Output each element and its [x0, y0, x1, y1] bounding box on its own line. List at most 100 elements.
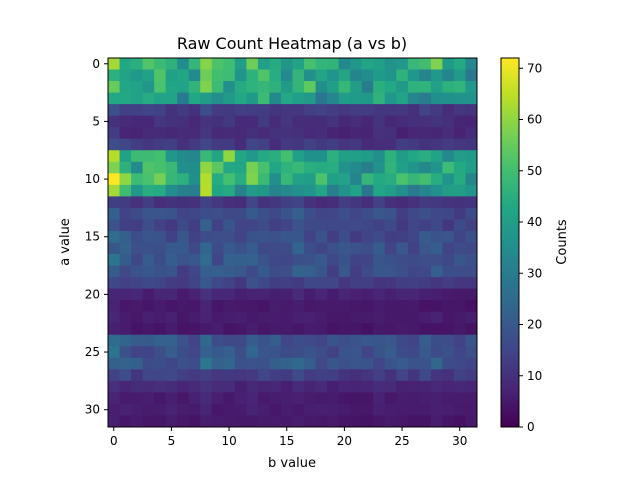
heatmap-cell: [119, 288, 132, 301]
heatmap-cell: [465, 265, 478, 278]
x-axis-label: b value: [268, 456, 316, 471]
heatmap-cell: [211, 207, 224, 220]
heatmap-cell: [430, 277, 443, 290]
heatmap-cell: [223, 392, 236, 405]
heatmap-cell: [430, 184, 443, 197]
heatmap-cell: [407, 242, 420, 255]
heatmap-cell: [396, 288, 409, 301]
heatmap-cell: [223, 173, 236, 186]
heatmap-cell: [257, 334, 270, 347]
heatmap-cell: [223, 69, 236, 82]
heatmap-cell: [211, 196, 224, 209]
heatmap-cell: [304, 150, 316, 163]
heatmap-cell: [211, 392, 224, 405]
heatmap-cell: [338, 196, 351, 209]
heatmap-cell: [177, 58, 190, 70]
heatmap-cell: [419, 69, 432, 82]
heatmap-cell: [338, 380, 351, 393]
heatmap-cell: [108, 277, 120, 290]
heatmap-cell: [119, 115, 132, 128]
heatmap-cell: [108, 196, 120, 209]
heatmap-cell: [396, 81, 409, 93]
heatmap-cell: [292, 254, 305, 266]
heatmap-cell: [361, 265, 374, 278]
heatmap-cell: [154, 300, 167, 313]
heatmap-cell: [292, 380, 305, 393]
heatmap-cell: [465, 300, 478, 313]
heatmap-cell: [119, 415, 132, 428]
heatmap-cell: [465, 369, 478, 382]
heatmap-cell: [211, 138, 224, 151]
heatmap-cell: [430, 69, 443, 82]
heatmap-cell: [188, 196, 201, 209]
heatmap-cell: [119, 346, 132, 359]
heatmap-cell: [131, 219, 143, 232]
heatmap-cell: [269, 334, 282, 347]
heatmap-cell: [373, 69, 386, 82]
heatmap-cell: [269, 380, 282, 393]
heatmap-cell: [131, 115, 143, 128]
heatmap-cell: [292, 207, 305, 220]
heatmap-cell: [177, 323, 190, 336]
heatmap-cell: [119, 92, 132, 105]
heatmap-cell: [246, 161, 259, 174]
heatmap-cell: [384, 357, 397, 370]
heatmap-cell: [280, 115, 293, 128]
heatmap-cell: [200, 138, 213, 151]
heatmap-cell: [177, 115, 190, 128]
heatmap-cell: [234, 161, 247, 174]
heatmap-cell: [108, 369, 120, 382]
heatmap-cell: [361, 81, 374, 93]
heatmap-cell: [188, 380, 201, 393]
heatmap-cell: [131, 161, 143, 174]
heatmap-cell: [361, 92, 374, 105]
heatmap-cell: [350, 323, 363, 336]
heatmap-cell: [154, 161, 167, 174]
colorbar-tick-label: 10: [527, 369, 542, 383]
heatmap-cell: [327, 196, 340, 209]
heatmap-cell: [188, 415, 201, 428]
heatmap-cell: [442, 392, 455, 405]
heatmap-cell: [280, 58, 293, 70]
heatmap-cell: [257, 392, 270, 405]
heatmap-cell: [234, 207, 247, 220]
heatmap-cell: [292, 265, 305, 278]
heatmap-cell: [304, 300, 316, 313]
heatmap-cell: [154, 311, 167, 324]
heatmap-cell: [338, 115, 351, 128]
heatmap-cell: [223, 357, 236, 370]
heatmap-cell: [327, 334, 340, 347]
heatmap-cell: [142, 346, 155, 359]
heatmap-cell: [373, 380, 386, 393]
heatmap-cell: [177, 92, 190, 105]
heatmap-cell: [327, 150, 340, 163]
heatmap-cell: [442, 380, 455, 393]
heatmap-cell: [200, 207, 213, 220]
heatmap-cell: [338, 219, 351, 232]
heatmap-cell: [257, 254, 270, 266]
heatmap-cell: [269, 415, 282, 428]
heatmap-cell: [108, 138, 120, 151]
heatmap-cell: [223, 300, 236, 313]
heatmap-cell: [338, 58, 351, 70]
heatmap-cell: [142, 242, 155, 255]
heatmap-cell: [234, 81, 247, 93]
heatmap-cell: [234, 230, 247, 243]
heatmap-cell: [246, 403, 259, 416]
heatmap-cell: [223, 184, 236, 197]
heatmap-cell: [188, 92, 201, 105]
heatmap-cell: [280, 184, 293, 197]
heatmap-cell: [188, 300, 201, 313]
heatmap-cell: [234, 403, 247, 416]
heatmap-cell: [407, 300, 420, 313]
heatmap-cell: [108, 380, 120, 393]
heatmap-cell: [200, 92, 213, 105]
heatmap-cell: [246, 380, 259, 393]
heatmap-cell: [177, 173, 190, 186]
heatmap-cell: [350, 81, 363, 93]
heatmap-cell: [442, 92, 455, 105]
heatmap-cell: [165, 265, 178, 278]
heatmap-cell: [304, 254, 316, 266]
heatmap-cell: [211, 357, 224, 370]
heatmap-cell: [373, 242, 386, 255]
